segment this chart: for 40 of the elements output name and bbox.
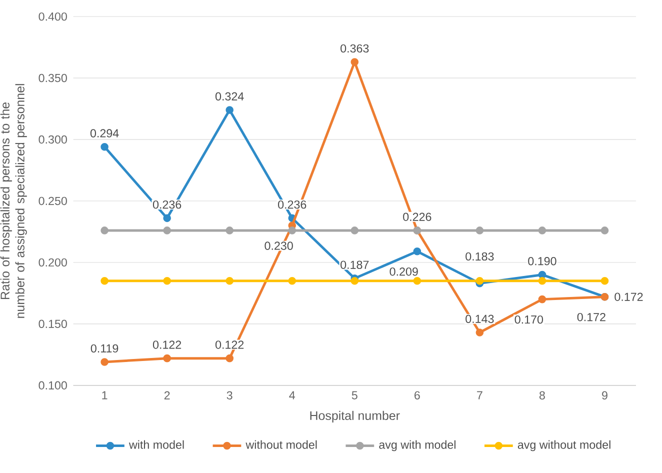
- data-label: 0.122: [215, 340, 244, 349]
- y-axis-title: Ratio of hospitalized persons to the number of assigned specialized personnel: [0, 84, 27, 318]
- data-label: 0.209: [390, 268, 418, 276]
- x-tick-label: 2: [164, 391, 170, 400]
- data-label: 0.236: [152, 200, 182, 209]
- data-label: 0.119: [90, 344, 118, 353]
- legend-label: avg without model: [518, 440, 610, 452]
- x-axis-title: Hospital number: [310, 410, 400, 423]
- data-label: 0.172: [614, 292, 643, 302]
- data-label: 0.294: [90, 129, 119, 138]
- x-tick-label: 6: [414, 391, 420, 400]
- x-tick-label: 3: [226, 391, 232, 400]
- x-tick-label: 4: [289, 391, 296, 400]
- legend-label: without model: [246, 440, 317, 449]
- text: 0.300: [38, 135, 67, 144]
- x-tick-label: 9: [602, 391, 608, 400]
- data-label: 0.363: [340, 44, 369, 53]
- text: 0.100: [38, 381, 67, 390]
- data-label: 0.226: [403, 212, 432, 222]
- legend-label: with model: [128, 440, 184, 449]
- data-label: 0.172: [577, 313, 606, 322]
- data-label: 0.143: [466, 314, 494, 324]
- data-label: 0.122: [152, 340, 182, 349]
- data-label: 0.236: [278, 200, 306, 209]
- text: 0.250: [38, 196, 67, 206]
- legend-label: avg with model: [379, 440, 456, 452]
- text: 0.400: [38, 12, 67, 21]
- x-tick-label: 7: [477, 391, 482, 400]
- data-label: 0.183: [466, 252, 494, 261]
- x-tick-label: 1: [102, 391, 108, 400]
- data-label: 0.190: [528, 257, 556, 266]
- data-label: 0.324: [215, 92, 244, 101]
- data-label: 0.170: [514, 316, 544, 324]
- text: 0.150: [38, 320, 67, 328]
- text: 0.350: [38, 74, 67, 82]
- data-label: 0.230: [264, 242, 293, 250]
- text: 0.200: [38, 258, 67, 267]
- x-tick-label: 8: [539, 391, 545, 400]
- x-tick-label: 5: [352, 391, 358, 400]
- data-label: 0.187: [340, 260, 369, 270]
